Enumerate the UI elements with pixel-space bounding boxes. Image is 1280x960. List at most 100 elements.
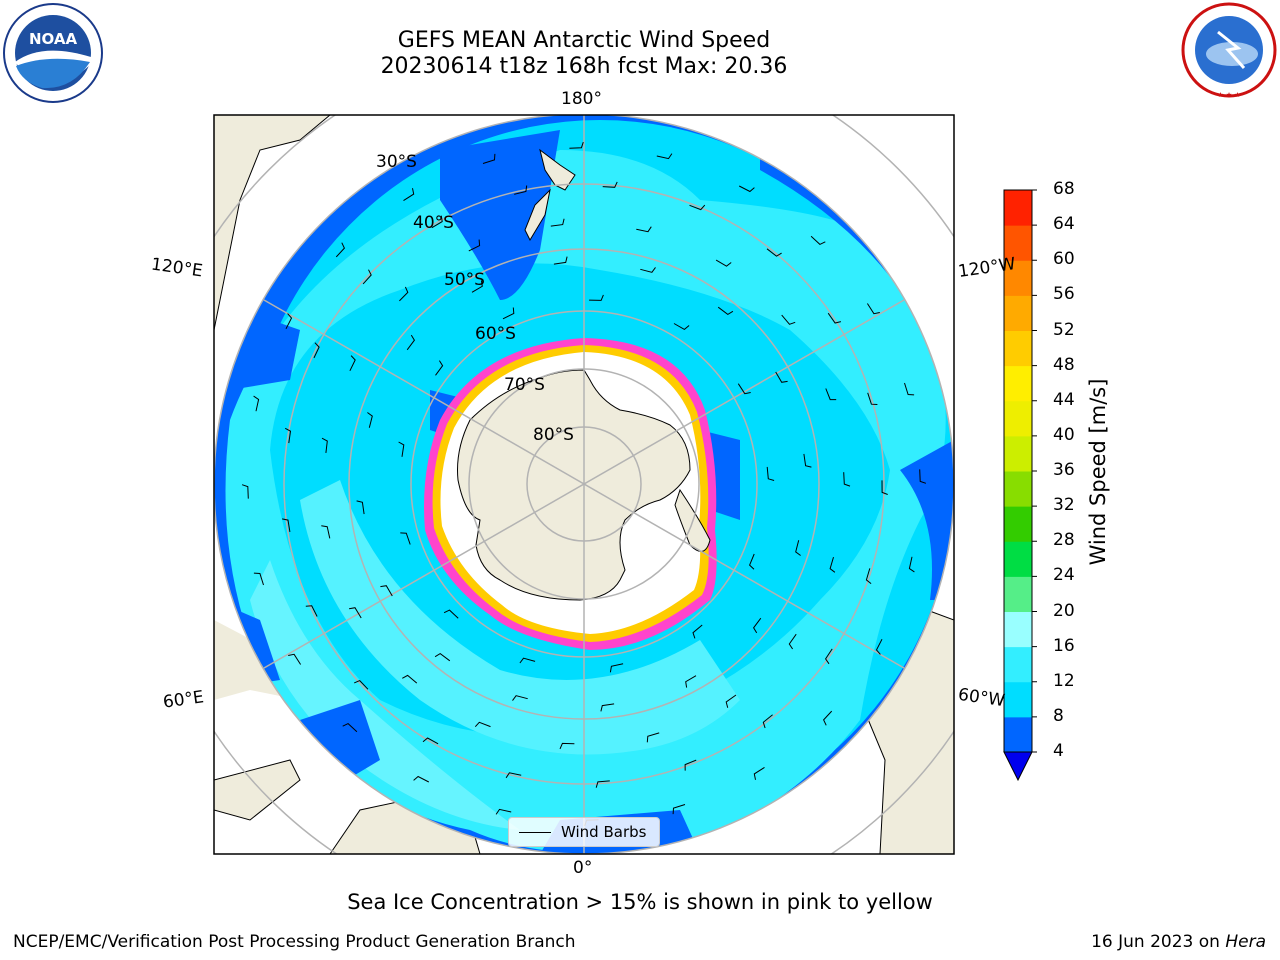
- lat-label-50s: 50°S: [444, 270, 485, 290]
- colorbar-segment: [1004, 471, 1032, 507]
- footer-credit: NCEP/EMC/Verification Post Processing Pr…: [13, 932, 576, 952]
- wind-barb: [672, 804, 686, 815]
- wind-barb: [766, 248, 782, 257]
- footer-host: Hera: [1225, 932, 1266, 952]
- colorbar-segment: [1004, 260, 1032, 296]
- wind-barb: [282, 518, 291, 532]
- map-frame: [213, 114, 955, 855]
- wind-barb: [413, 775, 430, 783]
- wind-barbs-legend: Wind Barbs: [508, 817, 660, 847]
- wind-barb: [875, 638, 883, 655]
- wind-barb: [402, 674, 418, 684]
- wind-barb: [502, 307, 515, 320]
- chart-subtitle: 20230614 t18z 168h fcst Max: 20.36: [380, 54, 788, 79]
- wind-barb: [468, 239, 481, 252]
- wind-barb: [715, 259, 732, 267]
- land-new-zealand-south: [524, 188, 551, 242]
- lon-label-180: 180°: [561, 89, 602, 109]
- wind-barb: [342, 723, 358, 733]
- wind-barb: [553, 256, 568, 265]
- wind-barb: [881, 480, 888, 495]
- wind-barb: [482, 153, 496, 164]
- wind-barb: [550, 218, 565, 227]
- land-madagascar: [214, 759, 301, 821]
- wind-barb: [434, 652, 451, 662]
- caption: Sea Ice Concentration > 15% is shown in …: [347, 890, 933, 914]
- wind-barb: [505, 772, 522, 779]
- wind-barb: [825, 388, 837, 401]
- wind-barb: [284, 427, 292, 444]
- wind-barb: [781, 314, 796, 325]
- colorbar-tick-label: 52: [1053, 319, 1075, 340]
- wind-barb: [749, 553, 755, 570]
- wind-barb: [519, 657, 536, 664]
- land-antarctica: [457, 369, 691, 601]
- wind-barb: [335, 242, 345, 258]
- graticule: [214, 115, 954, 854]
- wind-barb: [600, 703, 615, 712]
- colorbar-segment: [1004, 681, 1032, 718]
- wind-barb: [865, 568, 872, 584]
- colorbar-segment: [1004, 541, 1032, 577]
- wind-barb: [788, 633, 797, 650]
- colorbar: [1003, 189, 1037, 782]
- lon-label-0: 0°: [573, 858, 593, 878]
- wind-barb: [827, 312, 842, 324]
- wind-barb: [640, 267, 656, 273]
- colorbar-tick-label: 24: [1053, 565, 1075, 586]
- wind-barb: [908, 556, 915, 573]
- wind-barb: [403, 188, 415, 202]
- wind-barb: [349, 355, 356, 372]
- colorbar-tick-label: 68: [1053, 179, 1075, 199]
- wind-barb: [609, 663, 624, 673]
- wind-barb: [753, 766, 765, 780]
- colorbar-tick-label: 28: [1053, 530, 1075, 551]
- wind-barb: [685, 675, 697, 688]
- wind-barb: [349, 607, 362, 619]
- colorbar-segment: [1004, 576, 1032, 612]
- wind-barb: [766, 466, 775, 481]
- colorbar-tick-label: 8: [1053, 705, 1064, 726]
- wind-barb: [398, 441, 405, 457]
- wind-barb: [823, 710, 833, 726]
- colorbar-segment: [1004, 295, 1032, 331]
- wind-barb: [474, 721, 491, 728]
- colorbar-segment: [1004, 646, 1032, 683]
- wind-barb: [305, 605, 318, 617]
- wind-barb: [829, 556, 836, 573]
- wind-barb: [512, 695, 528, 701]
- colorbar-segment: [1004, 716, 1032, 753]
- wind-barb: [356, 500, 365, 515]
- wind-barb: [636, 226, 652, 233]
- wind-barb: [737, 383, 751, 395]
- wind-barb: [285, 313, 293, 330]
- wind-barb: [431, 215, 443, 229]
- wind-barb: [495, 808, 512, 815]
- colorbar-segment: [1004, 435, 1032, 472]
- noaa-logo: NOAA: [2, 2, 104, 104]
- colorbar-tick-label: 40: [1053, 424, 1075, 445]
- colorbar-title: Wind Speed [m/s]: [1086, 378, 1110, 566]
- wind-barb: [866, 303, 880, 315]
- noaa-logo-text: NOAA: [29, 30, 78, 48]
- wind-barb: [595, 780, 610, 788]
- wind-barb: [471, 280, 483, 293]
- colorbar-tick-label: 12: [1053, 670, 1075, 691]
- colorbar-tick-label: 64: [1053, 214, 1075, 235]
- wind-barb: [717, 306, 734, 316]
- lat-label-80s: 80°S: [533, 425, 574, 445]
- wind-barb: [602, 181, 618, 188]
- colorbar-segment: [1004, 400, 1032, 437]
- nws-logo: ★ ★ ★: [1178, 2, 1280, 100]
- wind-barb: [514, 185, 528, 195]
- wind-barb: [689, 204, 706, 211]
- lat-label-30s: 30°S: [376, 152, 417, 172]
- wind-barb: [399, 286, 409, 302]
- wind-barb: [646, 732, 660, 743]
- wind-barb: [253, 572, 264, 586]
- wind-barb: [904, 382, 915, 396]
- legend-label: Wind Barbs: [561, 823, 647, 841]
- wind-barb: [313, 342, 320, 359]
- colorbar-segment: [1004, 330, 1032, 367]
